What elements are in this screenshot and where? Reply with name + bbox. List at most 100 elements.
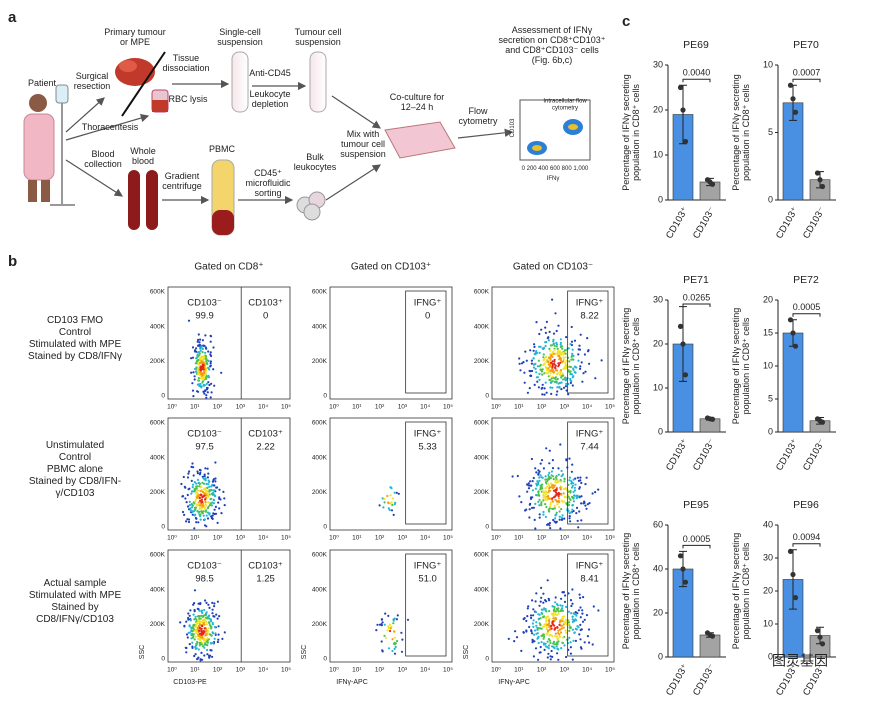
flow-dot xyxy=(568,360,571,363)
data-point xyxy=(790,96,796,102)
flow-dot xyxy=(538,494,541,497)
flow-dot xyxy=(572,639,575,642)
gate-name: CD103⁻ xyxy=(187,561,222,572)
flow-dot xyxy=(564,378,567,381)
flow-dot xyxy=(548,644,551,647)
y-axis-label: SSC xyxy=(139,645,146,659)
flow-dot xyxy=(568,476,572,479)
flow-dot xyxy=(213,605,216,608)
x-tick-label: 10¹ xyxy=(190,667,200,674)
flow-dot xyxy=(552,640,556,644)
flow-dot xyxy=(547,622,551,625)
flow-dot xyxy=(184,497,187,500)
flow-dot xyxy=(531,496,534,499)
flow-dot xyxy=(200,630,203,633)
y-tick-label: 400K xyxy=(474,323,490,330)
flow-dot xyxy=(202,510,205,513)
flow-dot xyxy=(551,380,554,383)
x-tick-label: 10³ xyxy=(398,404,408,411)
y-tick-label: 0 xyxy=(485,393,489,400)
flow-dot xyxy=(540,641,543,644)
flow-dot xyxy=(194,653,197,656)
flow-dot xyxy=(568,629,571,633)
flow-dot xyxy=(569,377,572,381)
flow-dot xyxy=(205,347,208,350)
gate-name: IFNG⁺ xyxy=(576,298,604,309)
p-value: 0.0005 xyxy=(793,302,821,312)
flow-dot xyxy=(553,358,556,361)
flow-dot xyxy=(570,355,573,358)
flow-dot xyxy=(562,626,565,629)
flow-dot xyxy=(392,622,395,625)
flow-dot xyxy=(532,357,535,360)
panel-letter: a xyxy=(8,9,17,26)
flow-dot xyxy=(542,353,545,356)
flow-dot xyxy=(580,519,583,522)
flow-dot xyxy=(561,361,564,364)
flow-dot xyxy=(548,484,551,487)
flow-dot xyxy=(520,649,523,653)
flow-dot xyxy=(192,633,195,636)
flow-dot xyxy=(397,492,400,495)
x-tick-label: 10⁰ xyxy=(491,535,501,542)
flow-dot xyxy=(560,353,563,356)
flow-dot xyxy=(216,640,219,644)
flow-dot xyxy=(394,636,397,639)
row-label-line: Control xyxy=(59,452,91,463)
diagram-label-line: Bulk xyxy=(306,152,324,162)
flow-dot xyxy=(520,501,523,504)
flow-dot xyxy=(210,642,213,645)
x-tick-label: 10⁰ xyxy=(329,667,339,674)
x-tick-label: 10⁴ xyxy=(258,404,268,411)
flow-dot xyxy=(556,347,559,350)
flow-dot xyxy=(553,380,557,383)
flow-dot xyxy=(555,380,558,383)
flow-dot xyxy=(549,527,552,530)
flow-dot xyxy=(193,589,197,592)
flow-plot-frame xyxy=(329,286,453,400)
flow-dot xyxy=(570,373,574,376)
flow-dot xyxy=(209,498,212,501)
y-tick-label: 15 xyxy=(763,327,773,337)
flow-dot xyxy=(209,649,212,652)
flow-dot xyxy=(220,371,223,374)
flow-dot xyxy=(579,367,582,370)
flow-dot xyxy=(209,620,213,623)
flow-dot xyxy=(571,384,574,387)
flow-dot xyxy=(555,613,559,617)
row-label: Unstimulated Control PBMC alone Stained by … xyxy=(29,440,121,499)
flow-dot xyxy=(557,372,560,375)
flow-plot-frame xyxy=(167,286,291,400)
flow-dot xyxy=(514,630,517,633)
x-tick-label: 10² xyxy=(537,535,547,542)
diagram-label: Mix with tumour cell suspension xyxy=(340,129,386,159)
flow-dot xyxy=(199,486,202,489)
flow-dot xyxy=(201,351,204,354)
flow-dot xyxy=(188,625,191,628)
flow-dot xyxy=(196,470,199,473)
flow-dot xyxy=(580,495,583,498)
flow-dot xyxy=(534,600,537,603)
flow-dot xyxy=(569,343,572,346)
row-label-line: Control xyxy=(59,327,91,338)
flow-dot xyxy=(571,615,574,618)
flow-dot xyxy=(207,366,210,369)
flow-dot xyxy=(548,521,552,525)
flow-dot xyxy=(208,622,211,625)
diagram-label-line: suspension xyxy=(217,37,263,47)
x-tick-label: 10³ xyxy=(236,667,246,674)
flow-dot xyxy=(383,634,386,637)
flow-dot xyxy=(197,363,201,366)
flow-dot xyxy=(195,482,198,485)
flow-dot xyxy=(584,504,587,507)
flow-dot xyxy=(556,503,559,506)
flow-dot xyxy=(553,611,556,614)
flow-dot xyxy=(196,340,199,343)
x-tick-label: 10³ xyxy=(560,667,570,674)
flow-dot xyxy=(564,361,567,364)
flow-dot xyxy=(522,361,525,364)
row-label: Actual sample Stimulated with MPE Stained … xyxy=(29,578,122,625)
flow-dot xyxy=(200,355,204,359)
y-tick-label: 600K xyxy=(312,420,328,427)
gate-value: 7.44 xyxy=(580,442,599,453)
